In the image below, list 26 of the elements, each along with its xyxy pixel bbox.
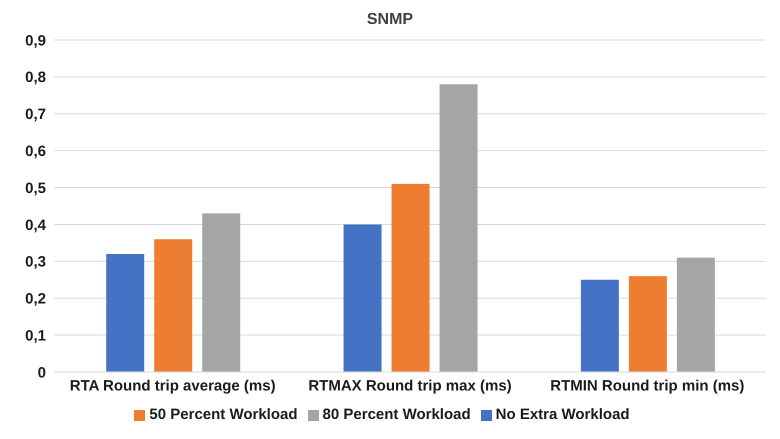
y-tick-label: 0,2 — [25, 290, 46, 308]
bar — [344, 224, 382, 372]
bar — [106, 254, 144, 372]
x-tick-label: RTA Round trip average (ms) — [70, 378, 276, 395]
bar — [580, 280, 619, 372]
y-tick-label: 0,5 — [25, 180, 46, 197]
legend-label: 80 Percent Workload — [322, 406, 471, 423]
x-tick-label: RTMAX Round trip max (ms) — [308, 378, 512, 395]
bar — [628, 276, 667, 372]
legend-label: 50 Percent Workload — [149, 406, 298, 423]
bar — [202, 213, 240, 372]
y-tick-label: 0,4 — [25, 216, 47, 234]
bar — [440, 84, 478, 372]
y-tick-label: 0,9 — [25, 32, 46, 50]
bar — [154, 239, 192, 372]
chart-title: SNMP — [366, 10, 414, 30]
y-tick-label: 0,3 — [25, 254, 46, 271]
bar — [392, 184, 430, 372]
bar — [676, 258, 715, 372]
y-tick-label: 0,7 — [25, 106, 46, 124]
y-tick-label: 0,8 — [25, 69, 46, 86]
x-tick-label: RTMIN Round trip min (ms) — [550, 378, 744, 395]
y-tick-label: 0,1 — [25, 327, 46, 344]
y-tick-label: 0,6 — [25, 142, 46, 160]
y-tick-label: 0 — [38, 364, 46, 382]
legend-label: No Extra Workload — [496, 406, 630, 423]
